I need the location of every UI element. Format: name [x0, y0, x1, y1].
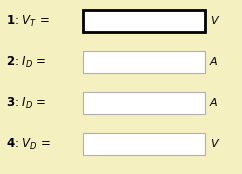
- FancyBboxPatch shape: [83, 92, 205, 114]
- Text: $\mathbf{3}$: $I_{D}$ =: $\mathbf{3}$: $I_{D}$ =: [6, 96, 46, 110]
- Text: $\mathbf{4}$: $V_{D}$ =: $\mathbf{4}$: $V_{D}$ =: [6, 136, 51, 152]
- Text: $\mathbf{2}$: $I_{D}$ =: $\mathbf{2}$: $I_{D}$ =: [6, 54, 46, 70]
- Text: V: V: [210, 16, 218, 26]
- Text: A: A: [210, 98, 218, 108]
- Text: $\mathbf{1}$: $V_{T}$ =: $\mathbf{1}$: $V_{T}$ =: [6, 13, 50, 29]
- FancyBboxPatch shape: [83, 10, 205, 32]
- FancyBboxPatch shape: [83, 133, 205, 155]
- Text: V: V: [210, 139, 218, 149]
- FancyBboxPatch shape: [83, 51, 205, 73]
- Text: A: A: [210, 57, 218, 67]
